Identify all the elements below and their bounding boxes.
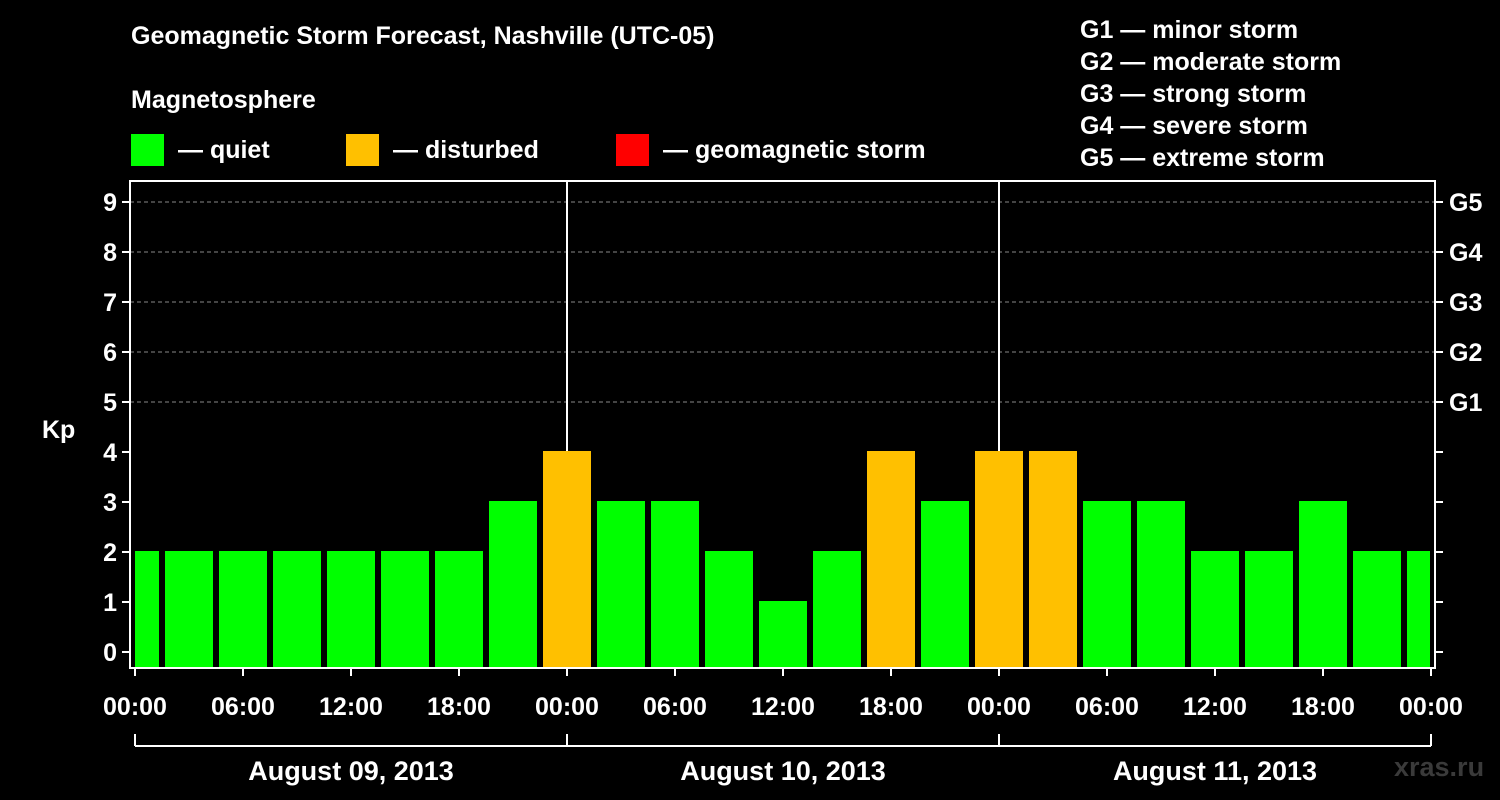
y-tick-label-7: 7 <box>103 289 117 317</box>
bar-2 <box>219 551 267 668</box>
bar-23 <box>1353 551 1401 668</box>
x-tick-label-5: 06:00 <box>643 693 707 721</box>
bar-9 <box>597 501 645 668</box>
bar-11 <box>705 551 753 668</box>
x-tick-label-8: 00:00 <box>967 693 1031 721</box>
legend-item-quiet: — quiet <box>131 134 270 166</box>
legend-label-quiet: — quiet <box>178 135 270 164</box>
chart-title: Geomagnetic Storm Forecast, Nashville (U… <box>131 22 715 50</box>
date-label-2: August 11, 2013 <box>1113 756 1317 786</box>
x-tick-label-3: 18:00 <box>427 693 491 721</box>
bar-15 <box>921 501 969 668</box>
x-tick-label-11: 18:00 <box>1291 693 1355 721</box>
storm-scale-g1: G1 — minor storm <box>1080 16 1299 44</box>
y-tick-label-4: 4 <box>103 439 117 467</box>
y-axis-label: Kp <box>42 416 75 444</box>
y-tick-label-0: 0 <box>103 639 117 667</box>
watermark: xras.ru <box>1394 752 1485 782</box>
storm-scale-g3: G3 — strong storm <box>1080 80 1307 108</box>
bar-12 <box>759 601 807 668</box>
bar-7 <box>489 501 537 668</box>
bar-0 <box>135 551 159 668</box>
legend-item-disturbed: — disturbed <box>346 134 539 166</box>
y-tick-label-8: 8 <box>103 239 117 267</box>
bar-14 <box>867 451 915 668</box>
bar-17 <box>1029 451 1077 668</box>
bar-21 <box>1245 551 1293 668</box>
bar-13 <box>813 551 861 668</box>
storm-scale-g2: G2 — moderate storm <box>1080 48 1342 76</box>
date-label-0: August 09, 2013 <box>248 756 454 786</box>
right-axis-label-g4: G4 <box>1449 239 1482 267</box>
legend-label-storm: — geomagnetic storm <box>663 135 926 164</box>
bar-16 <box>975 451 1023 668</box>
x-tick-label-2: 12:00 <box>319 693 383 721</box>
storm-scale-g5: G5 — extreme storm <box>1080 144 1325 172</box>
right-axis-label-g5: G5 <box>1449 189 1482 217</box>
legend-swatch-quiet <box>131 134 164 166</box>
bar-3 <box>273 551 321 668</box>
bar-5 <box>381 551 429 668</box>
bar-4 <box>327 551 375 668</box>
legend-swatch-storm <box>616 134 649 166</box>
x-tick-label-9: 06:00 <box>1075 693 1139 721</box>
y-tick-label-9: 9 <box>103 189 117 217</box>
x-tick-label-4: 00:00 <box>535 693 599 721</box>
legend-swatch-disturbed <box>346 134 379 166</box>
bar-18 <box>1083 501 1131 668</box>
right-axis-label-g3: G3 <box>1449 289 1482 317</box>
bar-24 <box>1407 551 1430 668</box>
y-tick-label-2: 2 <box>103 539 117 567</box>
y-tick-label-5: 5 <box>103 389 117 417</box>
legend-label-disturbed: — disturbed <box>393 135 539 164</box>
x-tick-label-1: 06:00 <box>211 693 275 721</box>
legend-title: Magnetosphere <box>131 86 316 114</box>
x-tick-label-7: 18:00 <box>859 693 923 721</box>
bar-6 <box>435 551 483 668</box>
legend-item-storm: — geomagnetic storm <box>616 134 926 166</box>
right-axis-label-g1: G1 <box>1449 389 1482 417</box>
y-tick-label-6: 6 <box>103 339 117 367</box>
plot-frame <box>129 180 1436 669</box>
storm-scale-legend: G1 — minor storm G2 — moderate storm G3 … <box>1080 14 1341 174</box>
bar-8 <box>543 451 591 668</box>
bar-1 <box>165 551 213 668</box>
bar-20 <box>1191 551 1239 668</box>
x-tick-label-10: 12:00 <box>1183 693 1247 721</box>
right-axis-label-g2: G2 <box>1449 339 1482 367</box>
y-tick-label-1: 1 <box>103 589 117 617</box>
x-tick-label-0: 00:00 <box>103 693 167 721</box>
bar-10 <box>651 501 699 668</box>
date-label-1: August 10, 2013 <box>680 756 886 786</box>
bar-19 <box>1137 501 1185 668</box>
storm-scale-g4: G4 — severe storm <box>1080 112 1308 140</box>
x-tick-label-12: 00:00 <box>1399 693 1463 721</box>
y-tick-label-3: 3 <box>103 489 117 517</box>
x-tick-label-6: 12:00 <box>751 693 815 721</box>
bar-22 <box>1299 501 1347 668</box>
